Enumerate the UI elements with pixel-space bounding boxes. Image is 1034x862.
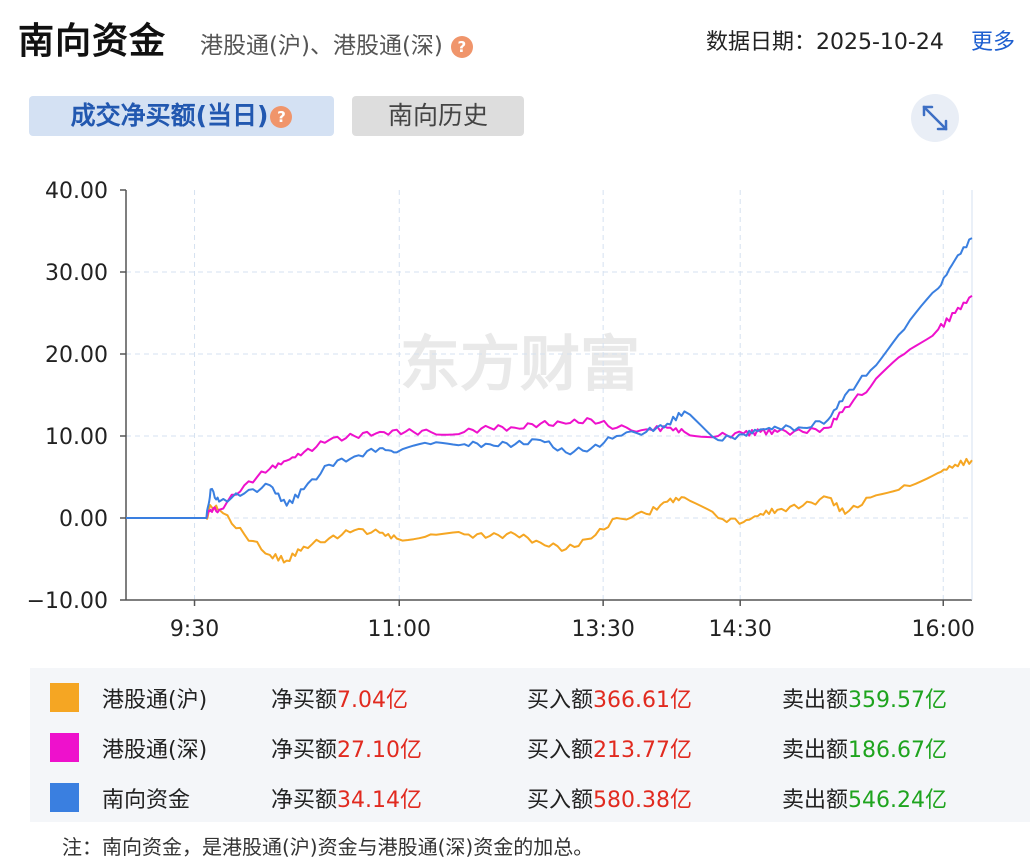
x-tick-label: 11:00 — [368, 617, 431, 642]
watermark: 东方财富 — [400, 330, 640, 400]
subtitle-text: 港股通(沪)、港股通(深) — [200, 33, 443, 59]
sell-amount: 卖出额186.67亿 — [782, 738, 947, 763]
legend-swatch — [50, 733, 79, 762]
help-icon[interactable]: ? — [450, 35, 473, 58]
legend-name: 港股通(沪) — [102, 688, 208, 713]
legend-name: 港股通(深) — [102, 738, 208, 763]
tab-label: 成交净买额(当日) — [70, 101, 269, 130]
y-tick-label: 20.00 — [45, 343, 108, 368]
y-tick-label: 10.00 — [45, 425, 108, 450]
series-line-1 — [126, 294, 973, 519]
sell-amount: 卖出额546.24亿 — [782, 788, 947, 813]
header: 南向资金 港股通(沪)、港股通(深)? 数据日期：2025-10-24 更多 — [0, 0, 1034, 80]
legend-swatch — [50, 683, 79, 712]
buy-amount: 买入额366.61亿 — [527, 688, 692, 713]
x-tick-label: 13:30 — [571, 617, 634, 642]
page-subtitle: 港股通(沪)、港股通(深)? — [200, 26, 473, 60]
y-tick-label: 30.00 — [45, 261, 108, 286]
legend-table: 港股通(沪) 净买额7.04亿 买入额366.61亿 卖出额359.57亿 港股… — [30, 668, 1030, 822]
x-tick-label: 14:30 — [708, 617, 771, 642]
data-date: 数据日期：2025-10-24 — [706, 30, 944, 55]
y-tick-label: 0.00 — [59, 507, 108, 532]
sell-amount: 卖出额359.57亿 — [782, 688, 947, 713]
expand-icon — [922, 105, 948, 131]
legend-row-sz: 港股通(深) 净买额27.10亿 买入额213.77亿 卖出额186.67亿 — [30, 720, 1030, 770]
expand-button[interactable] — [911, 94, 959, 142]
net-buy: 净买额27.10亿 — [271, 738, 422, 763]
net-buy: 净买额7.04亿 — [271, 688, 409, 713]
y-tick-label: 40.00 — [45, 179, 108, 204]
x-tick-label: 16:00 — [912, 617, 975, 642]
buy-amount: 买入额213.77亿 — [527, 738, 692, 763]
legend-name: 南向资金 — [102, 788, 191, 813]
series-line-2 — [126, 237, 973, 519]
legend-row-sh: 港股通(沪) 净买额7.04亿 买入额366.61亿 卖出额359.57亿 — [30, 670, 1030, 720]
net-buy: 净买额34.14亿 — [271, 788, 422, 813]
help-icon[interactable]: ? — [270, 106, 293, 128]
buy-amount: 买入额580.38亿 — [527, 788, 692, 813]
series-line-0 — [126, 457, 973, 564]
x-tick-label: 9:30 — [170, 617, 219, 642]
tab-net-buy-today[interactable]: 成交净买额(当日)? — [29, 96, 334, 136]
page-title: 南向资金 — [18, 21, 167, 62]
southbound-flow-chart: 东方财富 40.00 30.00 20.00 10.00 0.00 −10.00 9:30 1… — [27, 179, 975, 642]
more-link[interactable]: 更多 — [971, 30, 1016, 55]
legend-swatch — [50, 783, 79, 812]
legend-row-total: 南向资金 净买额34.14亿 买入额580.38亿 卖出额546.24亿 — [30, 770, 1030, 820]
tab-southbound-history[interactable]: 南向历史 — [352, 96, 524, 136]
y-tick-label: −10.00 — [27, 589, 108, 614]
footnote: 注：南向资金，是港股通(沪)资金与港股通(深)资金的加总。 — [62, 835, 594, 859]
